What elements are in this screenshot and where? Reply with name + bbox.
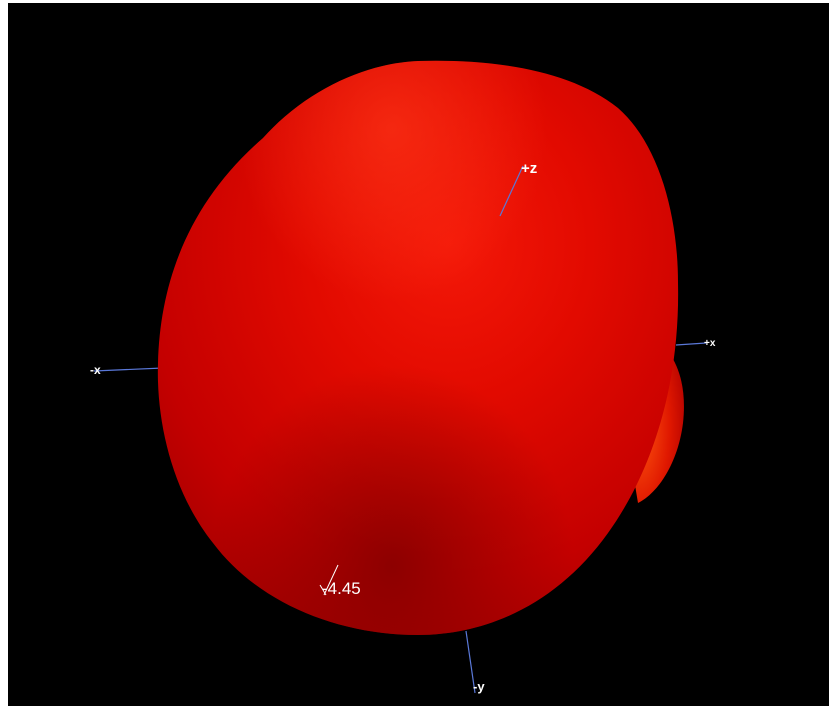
3d-viewport[interactable]: +z -x +x -y -4.45	[8, 3, 829, 706]
value-annotation: -4.45	[322, 579, 361, 598]
axis-line-minus-y	[465, 630, 476, 694]
axis-line-plus-z	[499, 165, 524, 217]
axis-label-minus-x: -x	[90, 363, 101, 377]
axis-label-minus-y: -y	[473, 679, 485, 694]
3d-scene[interactable]: +z -x +x -y -4.45	[8, 3, 829, 706]
annotation-arrow-line	[319, 584, 327, 596]
axis-label-plus-x: +x	[704, 338, 716, 349]
surface-highlight	[157, 60, 679, 635]
axis-line-plus-x	[675, 342, 707, 346]
axis-label-plus-z: +z	[521, 160, 537, 177]
annotation-arrow-line	[323, 564, 339, 596]
axis-line-minus-x	[93, 367, 164, 372]
